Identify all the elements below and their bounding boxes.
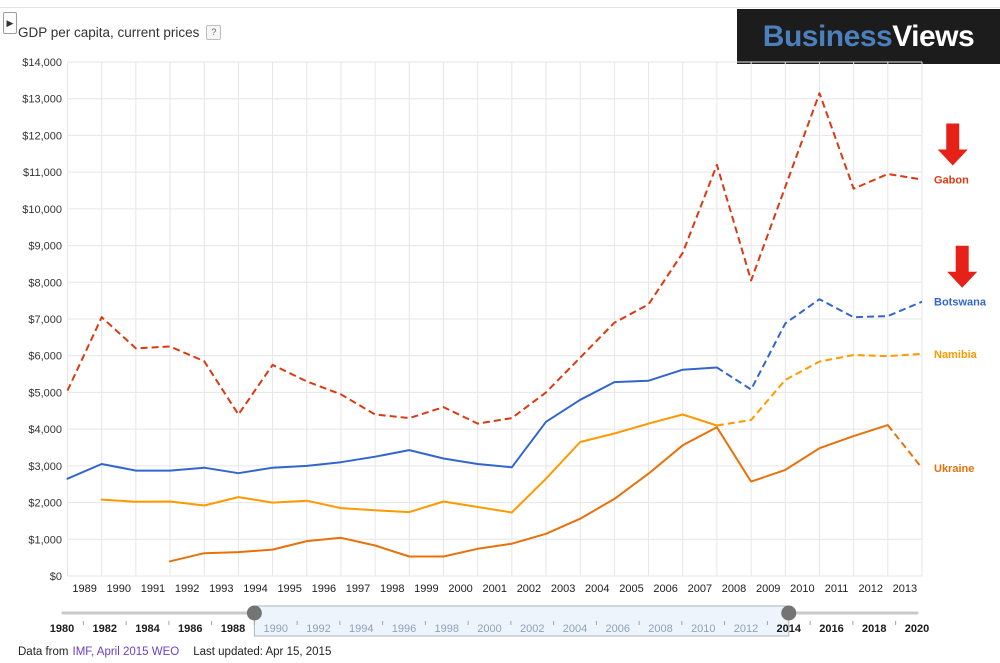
x-axis-year-label: 2000 [448,583,472,595]
last-updated-text: Last updated: Apr 15, 2015 [193,646,332,658]
y-axis-tick-label: $9,000 [28,241,62,253]
expand-arrow-icon: ▶ [6,18,14,28]
slider-year-label: 1996 [392,623,416,635]
x-axis-year-label: 2003 [551,583,575,595]
slider-year-label: 1988 [221,623,245,635]
y-axis-tick-label: $3,000 [28,461,62,473]
x-axis-year-label: 2009 [756,583,780,595]
slider-handle-start[interactable] [246,605,262,621]
data-source-prefix: Data from [18,646,69,658]
attribution-bar: Data from IMF, April 2015 WEO Last updat… [18,646,331,658]
slider-year-label: 1986 [178,623,202,635]
x-axis-year-label: 1998 [380,583,404,595]
slider-year-label: 2018 [862,623,886,635]
x-axis-year-label: 1991 [141,583,165,595]
y-axis-tick-label: $12,000 [22,130,62,142]
y-axis-tick-label: $7,000 [28,314,62,326]
slider-year-label: 1990 [264,623,288,635]
x-axis-year-label: 1997 [346,583,370,595]
series-line-gabon[interactable] [66,92,923,425]
x-axis-year-label: 2011 [825,583,849,595]
x-axis-year-label: 2012 [858,583,882,595]
x-axis-year-label: 1994 [243,583,267,595]
arrow-down-icon-botswana [947,245,978,288]
y-axis-tick-label: $5,000 [28,387,62,399]
y-axis-tick-label: $0 [50,571,62,583]
x-axis-year-label: 1990 [107,583,131,595]
x-axis-year-label: 1999 [414,583,438,595]
slider-year-label: 1982 [93,623,117,635]
x-axis-year-label: 2004 [585,583,609,595]
slider-year-label: 2010 [691,623,715,635]
series-line-botswana[interactable] [716,298,923,391]
slider-year-label: 2012 [734,623,758,635]
arrow-down-icon-gabon [937,123,968,166]
series-line-namibia[interactable] [100,413,718,514]
x-axis-year-label: 2007 [688,583,712,595]
page-title: GDP per capita, current prices [18,25,200,40]
y-axis-tick-label: $13,000 [22,94,62,106]
y-axis-tick-label: $14,000 [22,57,62,69]
y-axis-tick-label: $8,000 [28,277,62,289]
x-axis-year-label: 2005 [619,583,643,595]
y-axis-tick-label: $6,000 [28,351,62,363]
x-axis-year-label: 1995 [277,583,301,595]
slider-year-label: 2006 [606,623,630,635]
slider-year-label: 2014 [777,623,802,635]
chart-header: GDP per capita, current prices ? [18,25,222,40]
help-icon[interactable]: ? [206,25,222,40]
slider-selection-range[interactable] [253,605,790,637]
x-axis-year-label: 2013 [893,583,917,595]
x-axis-year-label: 2008 [722,583,746,595]
y-axis-tick-label: $2,000 [28,498,62,510]
businessviews-logo: Business Views [737,9,1000,64]
y-axis-tick-label: $11,000 [23,167,62,179]
x-axis-year-label: 1992 [175,583,199,595]
series-line-ukraine[interactable] [887,424,923,469]
slider-year-label: 1992 [306,623,330,635]
x-axis-year-label: 2001 [483,583,507,595]
x-axis-year-label: 2002 [517,583,541,595]
top-divider [0,7,1000,8]
slider-year-label: 2008 [648,623,672,635]
series-line-ukraine[interactable] [169,424,889,563]
x-axis-year-label: 1989 [72,583,96,595]
logo-text-business: Business [762,19,893,53]
slider-year-label: 2020 [905,623,929,635]
series-label-botswana: Botswana [934,297,987,309]
x-axis-year-label: 2006 [653,583,677,595]
slider-year-label: 1984 [135,623,160,635]
y-axis-tick-label: $10,000 [22,204,62,216]
slider-year-label: 1980 [50,623,74,635]
series-line-namibia[interactable] [716,352,923,427]
y-axis-tick-label: $4,000 [28,424,62,436]
series-label-gabon: Gabon [934,174,969,186]
slider-year-label: 2000 [477,623,501,635]
series-label-ukraine: Ukraine [934,463,974,475]
series-line-botswana[interactable] [66,366,718,480]
slider-year-label: 2016 [819,623,843,635]
slider-year-label: 2002 [520,623,544,635]
series-label-namibia: Namibia [934,349,978,361]
slider-handle-end[interactable] [781,605,797,621]
x-axis-year-label: 1993 [209,583,233,595]
logo-text-views: Views [892,19,975,53]
slider-year-label: 1994 [349,623,373,635]
panel-expander-button[interactable]: ▶ [3,12,17,34]
slider-year-label: 2004 [563,623,587,635]
x-axis-year-label: 2010 [790,583,814,595]
x-axis-year-label: 1996 [312,583,336,595]
slider-year-label: 1998 [435,623,459,635]
data-source-link[interactable]: IMF, April 2015 WEO [72,646,180,658]
y-axis-tick-label: $1,000 [28,534,62,546]
